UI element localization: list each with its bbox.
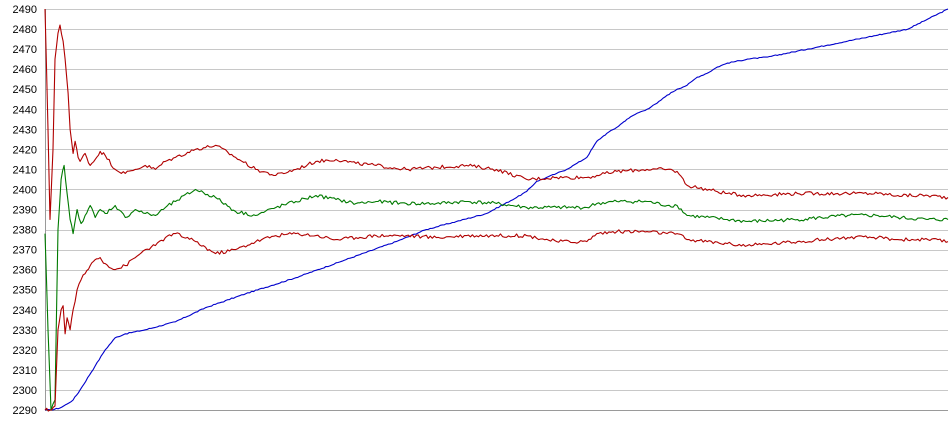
series-line-blue [44, 8, 949, 411]
series-line-red_lower [44, 229, 949, 412]
y-tick-label: 2370 [13, 245, 37, 257]
y-tick-label: 2300 [13, 385, 37, 397]
y-tick-label: 2490 [13, 4, 37, 16]
y-tick-label: 2330 [13, 325, 37, 337]
y-tick-label: 2420 [13, 144, 37, 156]
y-tick-label: 2400 [13, 184, 37, 196]
y-tick-label: 2290 [13, 405, 37, 417]
y-tick-label: 2450 [13, 84, 37, 96]
y-tick-label: 2360 [13, 265, 37, 277]
y-tick-label: 2320 [13, 345, 37, 357]
y-tick-label: 2470 [13, 44, 37, 56]
y-tick-label: 2380 [13, 225, 37, 237]
y-tick-label: 2340 [13, 305, 37, 317]
y-tick-label: 2310 [13, 365, 37, 377]
y-axis-tick-labels: 2490 2480 2470 2460 2450 2440 2430 2420 2410 2400… [13, 4, 37, 417]
axes [45, 9, 948, 411]
y-tick-label: 2430 [13, 124, 37, 136]
y-tick-label: 2460 [13, 64, 37, 76]
y-tick-label: 2410 [13, 164, 37, 176]
grid-lines [45, 9, 948, 411]
y-tick-label: 2390 [13, 205, 37, 217]
y-tick-label: 2480 [13, 24, 37, 36]
series-lines [44, 8, 949, 412]
y-tick-label: 2440 [13, 104, 37, 116]
series-line-red_upper [44, 8, 949, 221]
y-tick-label: 2350 [13, 285, 37, 297]
series-line-green [44, 164, 949, 411]
